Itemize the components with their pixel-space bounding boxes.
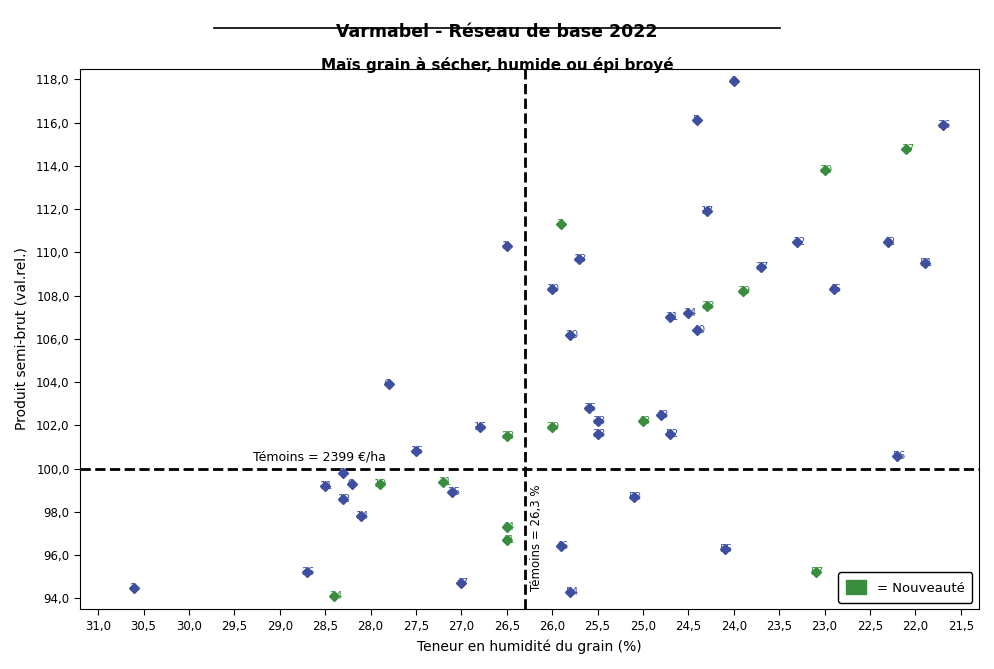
Text: 7: 7: [556, 219, 563, 229]
Text: Témoins = 2399 €/ha: Témoins = 2399 €/ha: [252, 450, 386, 463]
X-axis label: Teneur en humidité du grain (%): Teneur en humidité du grain (%): [417, 640, 642, 654]
Text: 11: 11: [320, 481, 333, 491]
Text: 27: 27: [755, 262, 768, 272]
Text: 25: 25: [447, 487, 460, 497]
Text: 38: 38: [701, 302, 715, 311]
Text: Témoins = 26,3 %: Témoins = 26,3 %: [530, 484, 544, 591]
Text: 53: 53: [628, 492, 642, 502]
Text: 34: 34: [683, 308, 696, 318]
Text: 55: 55: [720, 544, 733, 553]
Text: 16: 16: [474, 423, 487, 432]
Text: 21: 21: [437, 476, 451, 486]
Text: 26: 26: [301, 567, 315, 577]
Text: 15: 15: [411, 446, 423, 456]
Text: 1: 1: [501, 241, 508, 251]
Text: 39: 39: [738, 286, 750, 296]
Text: 29: 29: [547, 423, 560, 432]
Text: 2: 2: [129, 583, 135, 593]
Text: 14: 14: [356, 511, 370, 521]
Text: 13: 13: [574, 254, 587, 264]
Text: 33: 33: [592, 416, 605, 426]
Text: 54: 54: [565, 587, 579, 597]
Text: Maïs grain à sécher, humide ou épi broyé: Maïs grain à sécher, humide ou épi broyé: [321, 57, 673, 73]
Text: 23: 23: [501, 431, 515, 441]
Text: 40: 40: [692, 325, 705, 335]
Text: 9: 9: [347, 479, 354, 489]
Text: 52: 52: [665, 429, 678, 439]
Text: 17: 17: [701, 206, 715, 216]
Text: 37: 37: [901, 144, 914, 153]
Text: 10: 10: [547, 284, 560, 294]
Text: 57: 57: [810, 567, 823, 577]
Text: 6: 6: [384, 379, 390, 389]
Text: 47: 47: [456, 578, 469, 588]
Text: 5: 5: [692, 116, 699, 125]
Text: 8: 8: [338, 468, 345, 478]
Text: 41: 41: [501, 535, 515, 545]
Text: 32: 32: [792, 237, 805, 246]
Text: 43: 43: [637, 416, 651, 426]
Text: 42: 42: [883, 237, 896, 246]
Text: 36: 36: [937, 120, 950, 130]
Text: 56: 56: [892, 451, 906, 460]
Text: 20: 20: [565, 330, 579, 339]
Text: 48: 48: [656, 409, 669, 419]
Text: 31: 31: [665, 312, 678, 322]
Text: 44: 44: [501, 522, 515, 532]
Text: 46: 46: [556, 541, 570, 551]
Text: 45: 45: [828, 284, 842, 294]
Y-axis label: Produit semi-brut (val.rel.): Produit semi-brut (val.rel.): [15, 248, 29, 430]
Legend: = Nouveauté: = Nouveauté: [838, 573, 972, 603]
Text: 24: 24: [329, 591, 342, 601]
Text: 12: 12: [338, 494, 351, 504]
Text: 28: 28: [592, 429, 605, 439]
Text: 4: 4: [729, 76, 735, 86]
Text: Varmabel - Réseau de base 2022: Varmabel - Réseau de base 2022: [336, 23, 658, 41]
Text: 30: 30: [819, 165, 832, 175]
Text: 35: 35: [583, 403, 596, 413]
Text: 19: 19: [374, 479, 388, 489]
Text: 51: 51: [919, 258, 932, 268]
